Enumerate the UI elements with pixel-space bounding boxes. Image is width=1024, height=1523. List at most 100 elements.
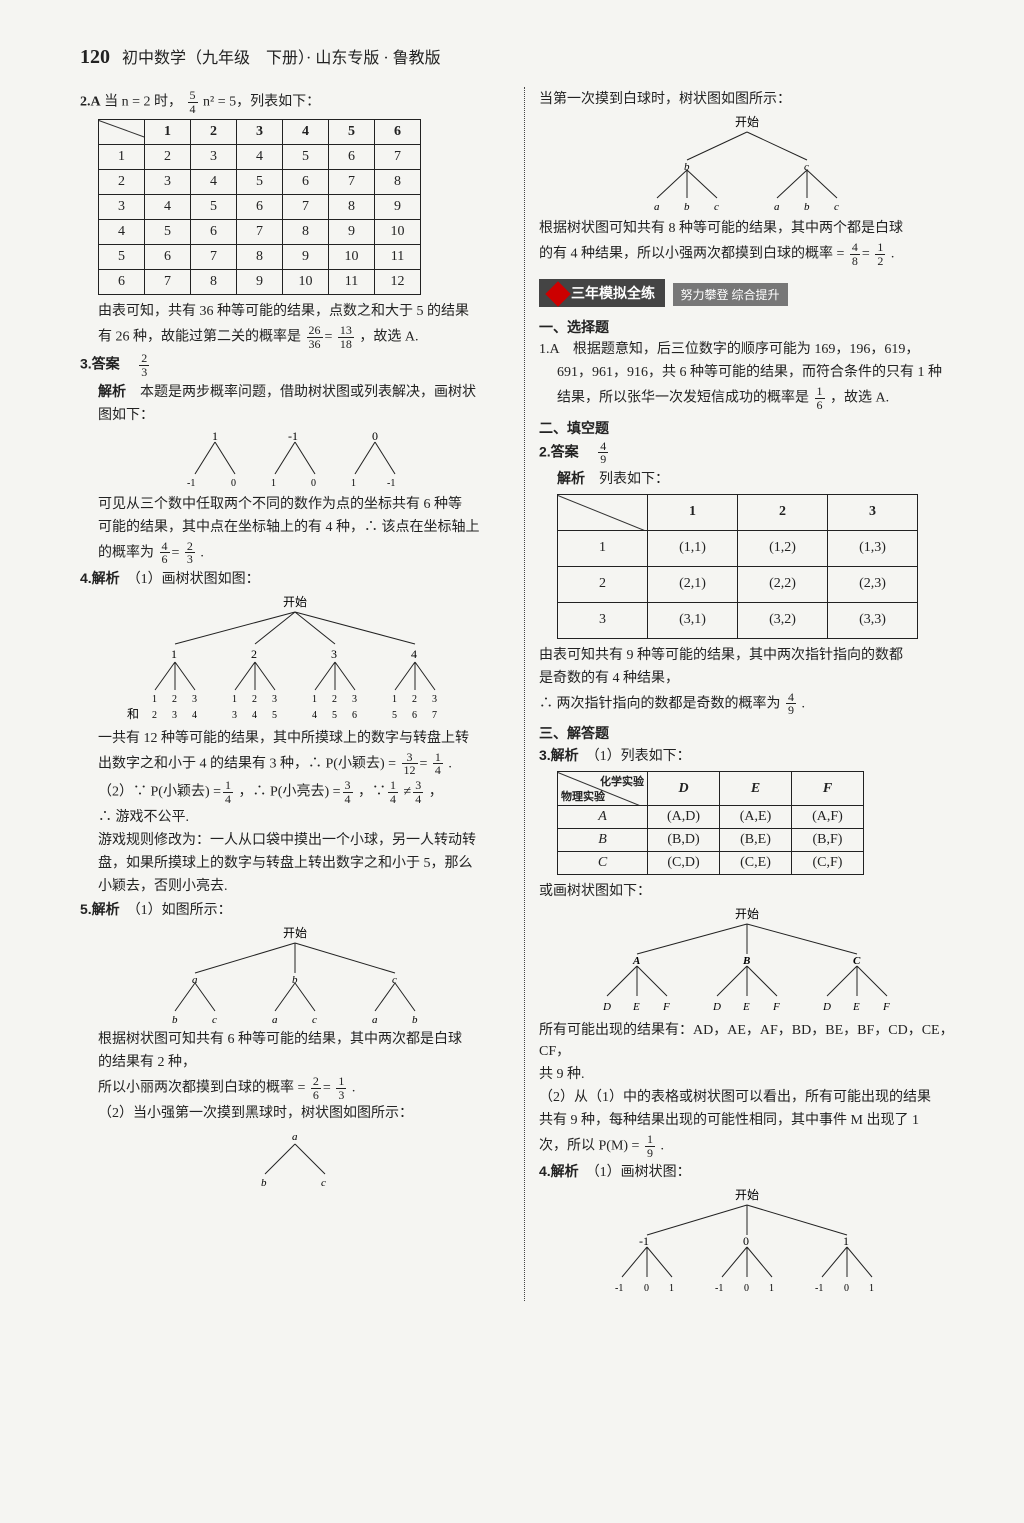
- svg-text:1: 1: [232, 694, 237, 705]
- svg-text:5: 5: [392, 710, 397, 721]
- svg-text:开始: 开始: [735, 1188, 759, 1202]
- svg-text:2: 2: [412, 694, 417, 705]
- svg-text:3: 3: [172, 710, 177, 721]
- svg-text:b: b: [684, 161, 690, 173]
- s1-heading: 一、选择题: [539, 317, 954, 337]
- svg-text:-1: -1: [715, 1283, 723, 1294]
- svg-text:0: 0: [372, 430, 378, 443]
- section-subtitle: 努力攀登 综合提升: [673, 283, 788, 306]
- svg-text:D: D: [712, 1001, 721, 1013]
- svg-text:c: c: [212, 1014, 217, 1025]
- q4-head: 4.解析 （1）画树状图如图：: [80, 568, 510, 590]
- svg-text:1: 1: [271, 478, 276, 489]
- page-number: 120: [80, 46, 110, 69]
- q2-table: 1 2 3 4 5 6 1234567 2345678 3456789 4567…: [98, 119, 421, 295]
- svg-text:2: 2: [252, 694, 257, 705]
- q4-tree-diagram: 开始 1 2 3 4 123 123 123 123 和 234 345 456: [115, 594, 475, 724]
- svg-text:c: c: [804, 161, 809, 173]
- svg-text:0: 0: [743, 1234, 749, 1248]
- th: 5: [329, 120, 375, 145]
- svg-text:开始: 开始: [283, 595, 307, 609]
- svg-text:1: 1: [869, 1283, 874, 1294]
- svg-text:a: a: [192, 974, 198, 986]
- s1-p3: 结果，所以张华一次发短信成功的概率是 16 ，故选 A.: [539, 385, 954, 411]
- svg-text:0: 0: [644, 1283, 649, 1294]
- svg-text:-1: -1: [187, 478, 195, 489]
- svg-text:1: 1: [843, 1234, 849, 1248]
- svg-text:b: b: [261, 1177, 267, 1188]
- q3-p1: 可见从三个数中任取两个不同的数作为点的坐标共有 6 种等: [80, 494, 510, 515]
- table-row: 2(2,1)(2,2)(2,3): [558, 566, 918, 602]
- q4-p4: ∴ 游戏不公平.: [80, 807, 510, 828]
- svg-text:开始: 开始: [735, 907, 759, 921]
- table-row: 45678910: [99, 220, 421, 245]
- s2-p2: 是奇数的有 4 种结果，: [539, 668, 954, 689]
- table-row: C(C,D)(C,E)(C,F): [558, 852, 864, 875]
- s3-p2: 共 9 种.: [539, 1064, 954, 1085]
- svg-text:1: 1: [351, 478, 356, 489]
- svg-text:-1: -1: [815, 1283, 823, 1294]
- content-columns: 2.A 当 n = 2 时， 54 n² = 5，列表如下： 1 2 3 4 5…: [80, 87, 960, 1301]
- s2-answer: 2.答案 49: [539, 440, 954, 466]
- s2-jiexi: 解析 列表如下：: [539, 468, 954, 490]
- svg-text:c: c: [321, 1177, 326, 1188]
- svg-text:6: 6: [352, 710, 357, 721]
- s2-heading: 二、填空题: [539, 418, 954, 438]
- svg-text:5: 5: [272, 710, 277, 721]
- svg-text:2: 2: [152, 710, 157, 721]
- q5-head: 5.解析 （1）如图所示：: [80, 899, 510, 921]
- svg-text:0: 0: [744, 1283, 749, 1294]
- svg-text:a: a: [774, 201, 780, 213]
- svg-text:C: C: [853, 955, 861, 967]
- frac-5-4: 54: [188, 89, 198, 115]
- q3-p2: 可能的结果，其中点在坐标轴上的有 4 种，∴ 该点在坐标轴上: [80, 517, 510, 538]
- q2-tag: 2.A: [80, 94, 101, 109]
- svg-text:c: c: [834, 201, 839, 213]
- svg-text:1: 1: [312, 694, 317, 705]
- svg-text:2: 2: [172, 694, 177, 705]
- svg-text:3: 3: [192, 694, 197, 705]
- svg-text:E: E: [632, 1001, 640, 1013]
- r1-tree-diagram: 开始 b c abc abc: [597, 114, 897, 214]
- table-row: 3(3,1)(3,2)(3,3): [558, 602, 918, 638]
- svg-text:1: 1: [669, 1283, 674, 1294]
- left-column: 2.A 当 n = 2 时， 54 n² = 5，列表如下： 1 2 3 4 5…: [80, 87, 510, 1301]
- s3-p5: 次，所以 P(M) = 19 .: [539, 1133, 954, 1159]
- svg-text:4: 4: [192, 710, 197, 721]
- q5-tree-diagram: 开始 a b c bc ac ab: [135, 925, 455, 1025]
- table-row: 1234567: [99, 145, 421, 170]
- s3-table: 化学实验 物理实验 DEF A(A,D)(A,E)(A,F) B(B,D)(B,…: [557, 771, 864, 875]
- q4-p7: 小颖去，否则小亮去.: [80, 876, 510, 897]
- svg-text:开始: 开始: [283, 926, 307, 940]
- table-row: 1(1,1)(1,2)(1,3): [558, 530, 918, 566]
- th: 4: [283, 120, 329, 145]
- svg-text:b: b: [292, 974, 298, 986]
- s4-head: 4.解析 （1）画树状图：: [539, 1161, 954, 1183]
- svg-text:3: 3: [352, 694, 357, 705]
- s3-heading: 三、解答题: [539, 723, 954, 743]
- svg-text:a: a: [292, 1131, 298, 1143]
- q3-tag: 3.答案: [80, 356, 120, 372]
- s3-p3: （2）从（1）中的表格或树状图可以看出，所有可能出现的结果: [539, 1087, 954, 1108]
- svg-text:E: E: [742, 1001, 750, 1013]
- svg-text:1: 1: [212, 430, 218, 443]
- svg-text:F: F: [662, 1001, 670, 1013]
- q4-p2: 出数字之和小于 4 的结果有 3 种，∴ P(小颖去) = 312= 14 .: [80, 751, 510, 777]
- svg-text:B: B: [742, 955, 750, 967]
- s2-p1: 由表可知共有 9 种等可能的结果，其中两次指针指向的数都: [539, 645, 954, 666]
- s3-p1: 所有可能出现的结果有：AD，AE，AF，BD，BE，BF，CD，CE，CF，: [539, 1020, 954, 1062]
- s3-p4: 共有 9 种，每种结果出现的可能性相同，其中事件 M 出现了 1: [539, 1110, 954, 1131]
- s3-tree-diagram: 开始 A B C DEF DEF DEF: [557, 906, 937, 1016]
- table-row: 2345678: [99, 170, 421, 195]
- svg-text:开始: 开始: [735, 115, 759, 129]
- s2-table: 123 1(1,1)(1,2)(1,3) 2(2,1)(2,2)(2,3) 3(…: [557, 494, 918, 639]
- q2-text2: n² = 5，列表如下：: [203, 94, 320, 109]
- svg-text:a: a: [654, 201, 660, 213]
- q2-head: 2.A 当 n = 2 时， 54 n² = 5，列表如下：: [80, 89, 510, 115]
- th: 6: [375, 120, 421, 145]
- svg-text:F: F: [772, 1001, 780, 1013]
- table-header-row: 123: [558, 494, 918, 530]
- svg-text:1: 1: [171, 647, 177, 661]
- svg-text:2: 2: [251, 647, 257, 661]
- q4-p5: 游戏规则修改为：一人从口袋中摸出一个小球，另一人转动转: [80, 830, 510, 851]
